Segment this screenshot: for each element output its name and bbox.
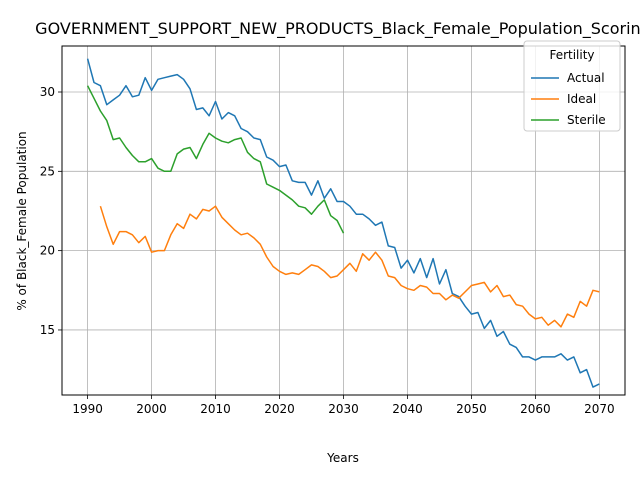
legend-box — [523, 40, 621, 132]
legend-title: Fertility — [549, 48, 594, 62]
y-axis: 15 20 25 30 — [40, 85, 62, 337]
x-tick-label: 1990 — [72, 402, 103, 416]
series-line-sterile — [86, 85, 345, 234]
x-tick-label: 2020 — [264, 402, 295, 416]
x-tick-label: 2060 — [520, 402, 551, 416]
legend-entry-ideal: Ideal — [567, 92, 596, 106]
x-axis-label: Years — [326, 451, 359, 465]
x-tick-label: 2030 — [328, 402, 359, 416]
x-tick-label: 2070 — [584, 402, 615, 416]
y-tick-label: 25 — [40, 164, 55, 178]
x-tick-label: 2050 — [456, 402, 487, 416]
y-tick-label: 15 — [40, 323, 55, 337]
x-tick-label: 2000 — [136, 402, 167, 416]
x-tick-label: 2010 — [200, 402, 231, 416]
series-line-actual — [86, 58, 600, 388]
y-tick-label: 20 — [40, 244, 55, 258]
y-tick-label: 30 — [40, 85, 55, 99]
series-line-ideal — [99, 205, 600, 328]
x-tick-label: 2040 — [392, 402, 423, 416]
legend-entry-sterile: Sterile — [567, 113, 606, 127]
x-axis: 1990 2000 2010 2020 2030 2040 2050 2060 2070 — [72, 395, 615, 416]
legend-entry-actual: Actual — [567, 71, 605, 85]
y-axis-label: % of Black_Female Population — [15, 131, 29, 310]
chart-title: GOVERNMENT_SUPPORT_NEW_PRODUCTS_Black_Fe… — [35, 19, 640, 39]
series-lines — [86, 58, 600, 388]
legend: Fertility Actual Ideal Sterile — [523, 40, 621, 132]
